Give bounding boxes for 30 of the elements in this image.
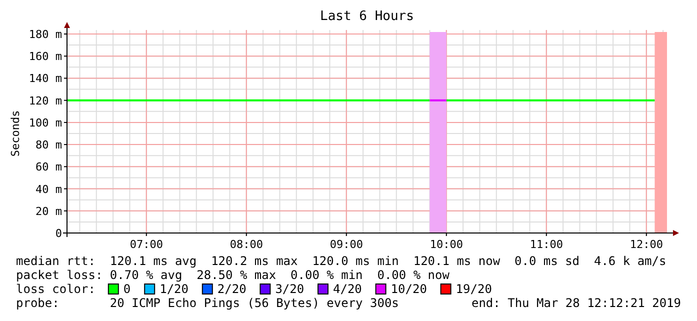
legend-label: 19/20 xyxy=(456,282,492,296)
legend-label: 0 xyxy=(123,282,131,296)
x-tick-label: 12:00 xyxy=(630,238,663,251)
legend-label: 2/20 xyxy=(217,282,246,296)
legend-label: 1/20 xyxy=(160,282,189,296)
y-tick-label: 20 m xyxy=(36,204,62,218)
y-tick-label: 100 m xyxy=(28,116,62,130)
x-tick-label: 10:00 xyxy=(430,238,463,251)
y-tick-label: 120 m xyxy=(28,94,62,108)
y-tick-label: 80 m xyxy=(36,138,62,152)
y-axis-title: Seconds xyxy=(9,110,22,157)
legend-label: 4/20 xyxy=(333,282,362,296)
legend-title: loss color: xyxy=(16,282,96,296)
legend-label: 10/20 xyxy=(390,282,427,296)
x-tick-label: 07:00 xyxy=(130,238,163,251)
y-tick-label: 60 m xyxy=(36,160,62,174)
x-tick-label: 09:00 xyxy=(330,238,363,251)
text: median rtt: 120.1 ms avg 120.2 ms max 120.0 ms min 120.1 ms now 0.0 ms sd 4.6 k am/s xyxy=(16,254,666,268)
text: probe: 20 ICMP Echo Pings (56 Bytes) every 300s xyxy=(16,296,399,310)
text: packet loss: 0.70 % avg 28.50 % max 0.00 % min 0.00 % now xyxy=(16,268,450,282)
legend-label: 3/20 xyxy=(275,282,304,296)
y-tick-label: 160 m xyxy=(28,50,62,64)
chart-title: Last 6 Hours xyxy=(320,9,414,24)
text: end: Thu Mar 28 12:12:21 2019 xyxy=(471,296,681,310)
x-tick-label: 08:00 xyxy=(230,238,263,251)
y-tick-label: 0 xyxy=(55,227,62,240)
y-tick-label: 40 m xyxy=(36,182,62,196)
x-tick-label: 11:00 xyxy=(530,238,563,251)
y-tick-label: 180 m xyxy=(28,28,62,41)
y-tick-label: 140 m xyxy=(28,72,62,86)
